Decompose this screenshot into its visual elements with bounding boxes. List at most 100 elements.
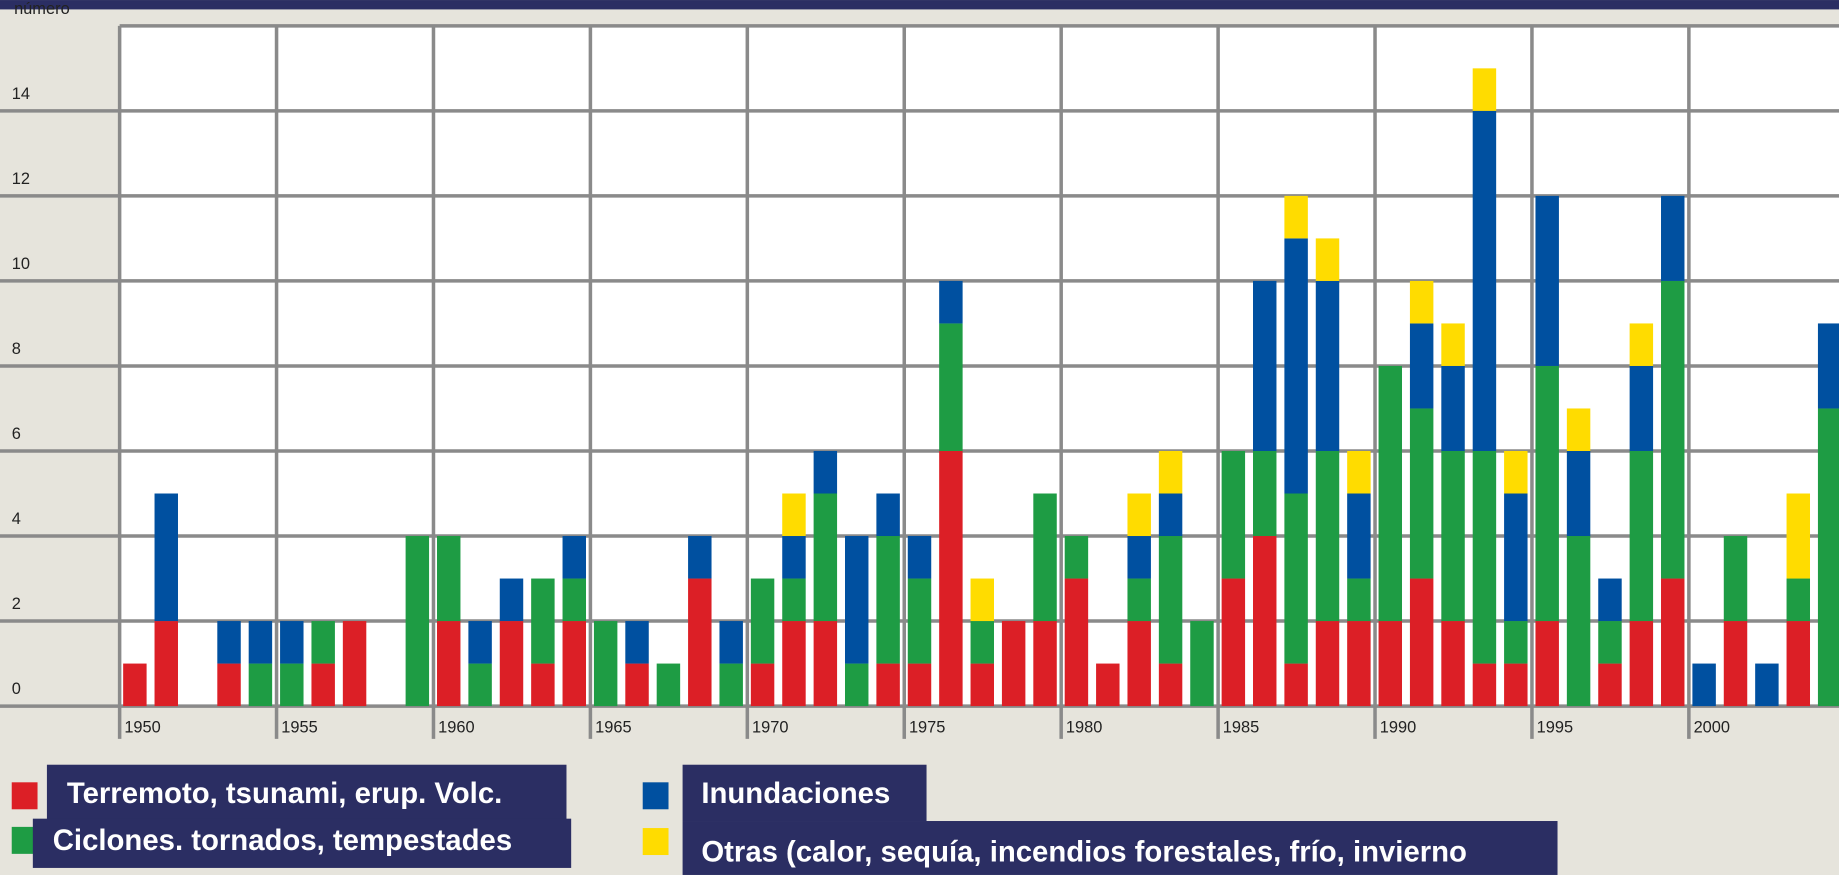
bar-segment [154, 621, 178, 707]
bar-segment [1315, 450, 1340, 622]
bar-segment [688, 578, 712, 707]
bar-segment [845, 663, 869, 707]
legend-swatch [642, 782, 669, 810]
x-tick-label: 1990 [1380, 719, 1417, 737]
bar-segment [436, 536, 461, 622]
bar-segment [1127, 493, 1151, 537]
bar-segment [1723, 536, 1748, 622]
bar-segment [1629, 621, 1654, 707]
bar-segment [1692, 663, 1716, 707]
legend-label: Otras (calor, sequía, incendios forestal… [701, 836, 1467, 869]
bar-segment [280, 663, 304, 707]
bar-segment [1566, 450, 1591, 537]
x-tick-label: 1965 [595, 719, 631, 737]
bar-segment [876, 493, 900, 537]
bar-segment [1127, 621, 1151, 707]
y-tick-label: 4 [12, 510, 21, 528]
bar-segment [1441, 621, 1465, 707]
bar-segment [907, 578, 932, 664]
bar-segment [468, 663, 492, 707]
legend-swatch [642, 828, 669, 856]
bar-segment [625, 621, 649, 664]
bar-segment [1347, 450, 1371, 494]
bar-segment [1441, 450, 1465, 622]
legend-box [682, 821, 1558, 875]
bar-segment [1629, 323, 1654, 366]
bar-segment [1817, 323, 1839, 409]
y-tick-label: 6 [12, 425, 21, 443]
bar-segment [436, 621, 461, 707]
top-bar [0, 0, 1839, 10]
bar-segment [1786, 621, 1811, 707]
bar-segment [1755, 663, 1779, 707]
bar-segment [531, 578, 555, 664]
bar-segment [1817, 408, 1839, 707]
bar-segment [970, 621, 994, 664]
bar-segment [1315, 621, 1340, 707]
x-tick-label: 1995 [1537, 719, 1574, 737]
y-tick-label: 0 [12, 680, 21, 698]
bar-segment [1409, 280, 1434, 324]
bar-segment [1409, 323, 1434, 409]
bar-segment [1535, 195, 1559, 366]
bar-segment [813, 493, 838, 622]
bar-segment [468, 621, 492, 664]
bar-segment [1598, 578, 1622, 622]
bar-segment [562, 536, 586, 579]
x-tick-label: 1950 [124, 719, 161, 737]
legend-box [682, 764, 927, 822]
bar-segment [1253, 536, 1277, 707]
bar-segment [1284, 663, 1308, 707]
bar-segment [562, 621, 586, 707]
bar-segment [1096, 663, 1120, 707]
bar-segment [562, 578, 586, 622]
bar-segment [311, 663, 335, 707]
bar-segment [1253, 280, 1277, 451]
bar-segment [939, 450, 963, 707]
bar-segment [342, 621, 367, 707]
bar-segment [280, 621, 304, 664]
bar-segment [1001, 621, 1026, 707]
y-tick-label: 14 [12, 85, 30, 103]
x-tick-label: 1960 [438, 719, 475, 737]
bar-segment [688, 536, 712, 579]
bar-segment [1315, 280, 1340, 451]
bar-segment [719, 621, 743, 664]
bar-segment [939, 323, 963, 451]
bar-segment [1598, 663, 1622, 707]
bar-segment [1033, 621, 1057, 707]
y-tick-label: 10 [12, 255, 30, 273]
bar-segment [845, 536, 869, 664]
bar-segment [499, 578, 524, 622]
bar-segment [1661, 578, 1685, 707]
bar-segment [1347, 493, 1371, 579]
bar-segment [970, 663, 994, 707]
bar-segment [1441, 365, 1465, 451]
legend-box [46, 764, 567, 824]
bar-segment [1127, 578, 1151, 622]
x-tick-label: 1955 [281, 719, 318, 737]
bar-segment [876, 663, 900, 707]
bar-segment [217, 621, 241, 664]
bar-segment [1504, 450, 1528, 494]
bar-segment [970, 578, 994, 622]
bar-segment [248, 621, 273, 664]
x-tick-label: 1975 [909, 719, 946, 737]
bar-segment [1535, 365, 1559, 622]
bar-segment [907, 663, 932, 707]
bar-segment [1472, 110, 1497, 451]
bar-segment [813, 621, 838, 707]
bar-segment [876, 536, 900, 664]
bar-segment [1409, 408, 1434, 579]
bar-segment [1064, 578, 1089, 707]
legend-swatch [11, 782, 38, 810]
bar-segment [907, 536, 932, 579]
bar-segment [782, 621, 806, 707]
bar-segment [782, 578, 806, 622]
x-tick-label: 1985 [1223, 719, 1260, 737]
bar-segment [1190, 621, 1214, 707]
bar-segment [1723, 621, 1748, 707]
bar-segment [1786, 578, 1811, 622]
